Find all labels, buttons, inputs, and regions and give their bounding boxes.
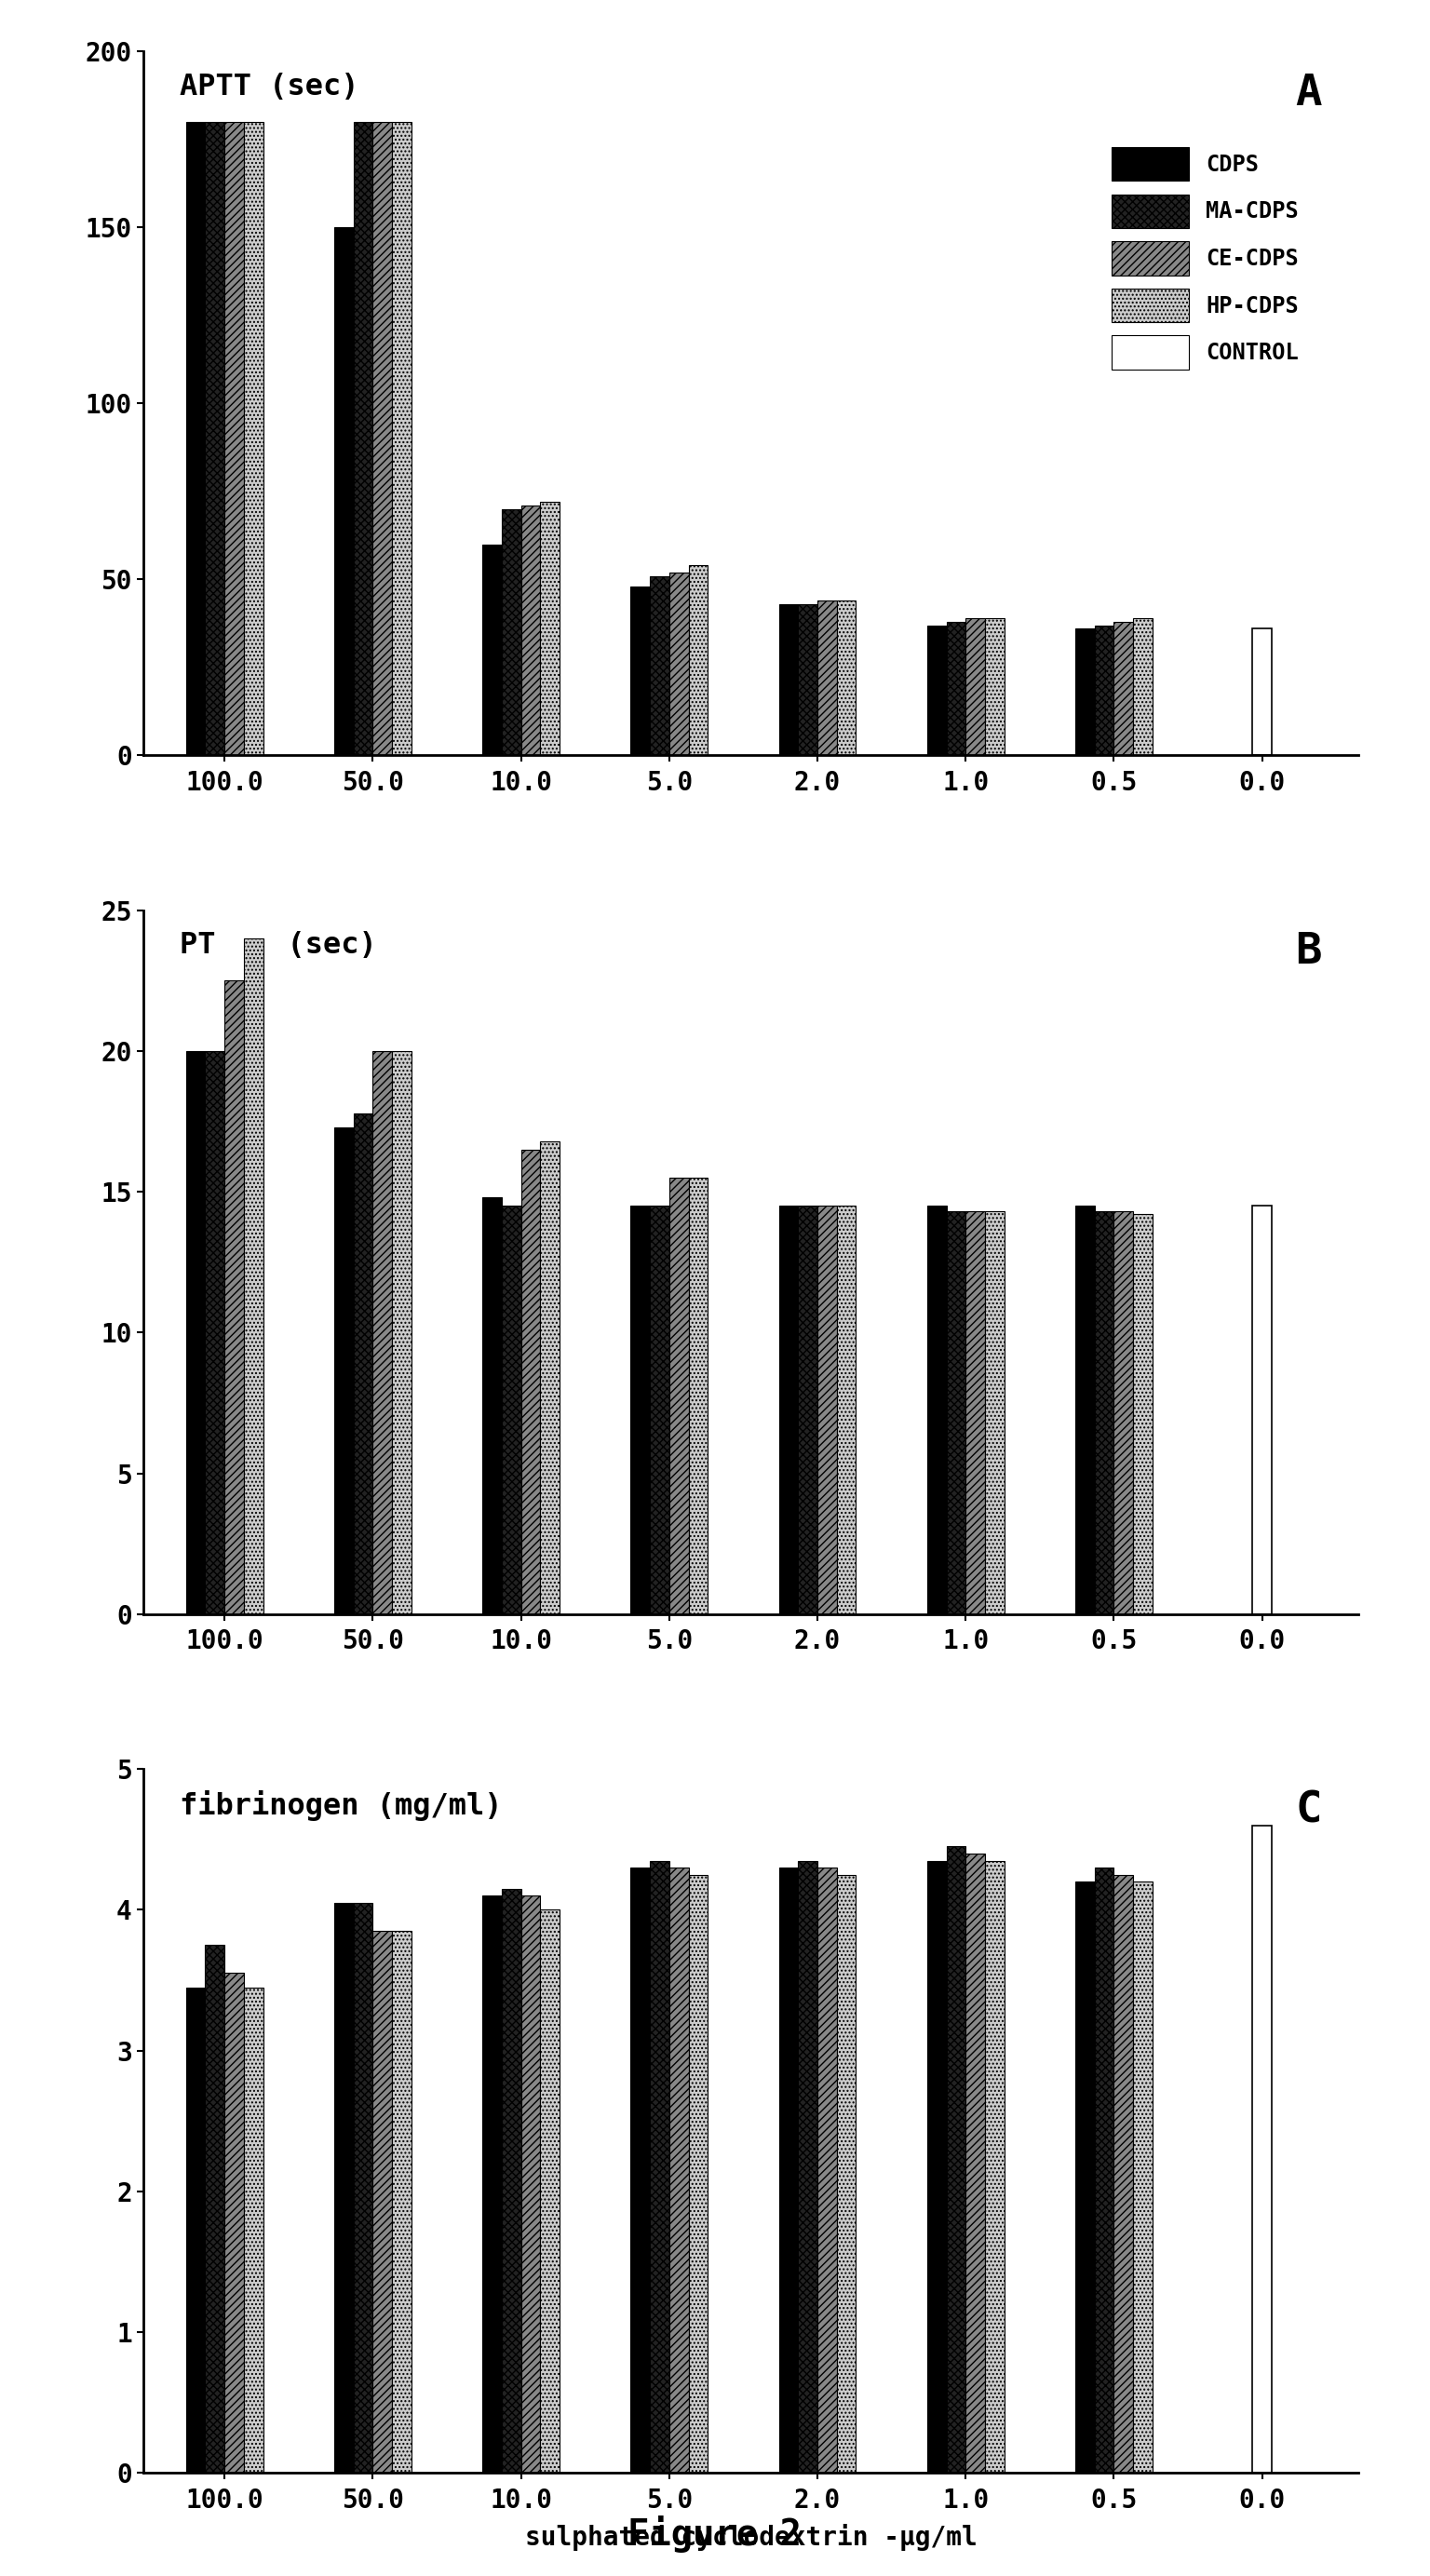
Bar <box>353 1113 373 1615</box>
Bar <box>837 600 857 755</box>
Bar <box>373 1051 392 1615</box>
Bar <box>1094 1868 1114 2473</box>
Bar <box>243 1986 263 2473</box>
Text: C: C <box>1296 1790 1321 1832</box>
Bar <box>927 1206 947 1615</box>
Bar <box>521 1896 541 2473</box>
Bar <box>779 605 798 755</box>
Bar <box>965 1211 985 1615</box>
Bar <box>669 1868 688 2473</box>
Bar <box>985 618 1004 755</box>
Bar <box>353 121 373 755</box>
Bar <box>502 1206 521 1615</box>
Bar <box>1253 1206 1271 1615</box>
Bar <box>225 981 243 1615</box>
Bar <box>186 1986 206 2473</box>
Bar <box>779 1868 798 2473</box>
Bar <box>243 938 263 1615</box>
Bar <box>1075 1880 1094 2473</box>
Bar <box>688 564 708 755</box>
Bar <box>631 1206 651 1615</box>
Bar <box>353 1904 373 2473</box>
Bar <box>206 1051 225 1615</box>
Bar <box>1133 1213 1153 1615</box>
Bar <box>482 544 502 755</box>
Bar <box>631 587 651 755</box>
Bar <box>1253 629 1271 755</box>
Bar <box>985 1860 1004 2473</box>
Bar <box>651 577 669 755</box>
Bar <box>1114 1211 1133 1615</box>
Bar <box>985 1211 1004 1615</box>
Bar <box>482 1896 502 2473</box>
Bar <box>947 1211 965 1615</box>
Bar <box>927 626 947 755</box>
X-axis label: sulphated cyclodextrin -μg/ml: sulphated cyclodextrin -μg/ml <box>525 2524 977 2550</box>
Bar <box>502 510 521 755</box>
Bar <box>1075 629 1094 755</box>
Bar <box>541 1141 559 1615</box>
Bar <box>243 121 263 755</box>
Bar <box>669 1177 688 1615</box>
Legend: CDPS, MA-CDPS, CE-CDPS, HP-CDPS, CONTROL: CDPS, MA-CDPS, CE-CDPS, HP-CDPS, CONTROL <box>1111 147 1298 368</box>
Bar <box>798 605 818 755</box>
Bar <box>837 1206 857 1615</box>
Bar <box>335 1904 353 2473</box>
Bar <box>631 1868 651 2473</box>
Bar <box>225 121 243 755</box>
Bar <box>1094 1211 1114 1615</box>
Bar <box>502 1888 521 2473</box>
Bar <box>947 1847 965 2473</box>
Text: APTT (sec): APTT (sec) <box>180 72 359 100</box>
Text: Figure 2: Figure 2 <box>628 2514 802 2553</box>
Bar <box>541 1909 559 2473</box>
Bar <box>818 1206 837 1615</box>
Bar <box>392 121 412 755</box>
Bar <box>541 502 559 755</box>
Bar <box>965 618 985 755</box>
Bar <box>186 1051 206 1615</box>
Bar <box>1133 618 1153 755</box>
Bar <box>206 1945 225 2473</box>
Bar <box>373 1932 392 2473</box>
Bar <box>335 1128 353 1615</box>
Bar <box>1114 621 1133 755</box>
Text: B: B <box>1296 933 1321 974</box>
Text: fibrinogen (mg/ml): fibrinogen (mg/ml) <box>180 1790 502 1821</box>
Bar <box>651 1206 669 1615</box>
Bar <box>392 1932 412 2473</box>
Bar <box>818 1868 837 2473</box>
Bar <box>206 121 225 755</box>
Bar <box>947 621 965 755</box>
Bar <box>225 1973 243 2473</box>
Bar <box>837 1875 857 2473</box>
Bar <box>1094 626 1114 755</box>
Text: A: A <box>1296 72 1321 113</box>
Bar <box>818 600 837 755</box>
Bar <box>927 1860 947 2473</box>
Bar <box>335 227 353 755</box>
Bar <box>651 1860 669 2473</box>
Bar <box>688 1177 708 1615</box>
Bar <box>798 1860 818 2473</box>
Bar <box>688 1875 708 2473</box>
Bar <box>373 121 392 755</box>
Bar <box>521 1149 541 1615</box>
Bar <box>779 1206 798 1615</box>
Bar <box>482 1198 502 1615</box>
Bar <box>1114 1875 1133 2473</box>
Bar <box>669 572 688 755</box>
Bar <box>392 1051 412 1615</box>
Bar <box>1075 1206 1094 1615</box>
Bar <box>1253 1826 1271 2473</box>
Bar <box>1133 1880 1153 2473</box>
Bar <box>521 505 541 755</box>
Text: PT    (sec): PT (sec) <box>180 933 376 961</box>
Bar <box>798 1206 818 1615</box>
Bar <box>186 121 206 755</box>
Bar <box>965 1855 985 2473</box>
